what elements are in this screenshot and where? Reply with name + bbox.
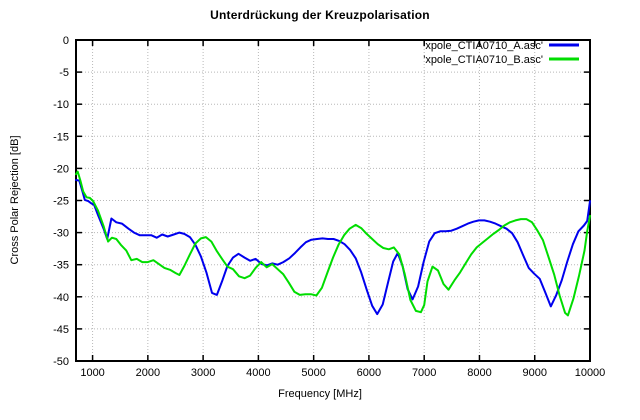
- x-tick-label: 5000: [301, 367, 325, 379]
- x-tick-label: 9000: [522, 367, 546, 379]
- chart-title: Unterdrückung der Kreuzpolarisation: [210, 8, 430, 22]
- y-tick-label: 0: [63, 35, 69, 47]
- y-tick-label: -40: [53, 292, 69, 304]
- y-tick-label: -20: [53, 163, 69, 175]
- series-line-b: [75, 170, 591, 317]
- x-tick-label: 7000: [412, 367, 436, 379]
- legend-label: 'xpole_CTIA0710_B.asc': [423, 54, 543, 66]
- x-axis-label: Frequency [MHz]: [278, 388, 362, 400]
- y-tick-label: -15: [53, 131, 69, 143]
- x-tick-label: 8000: [467, 367, 491, 379]
- y-tick-label: -50: [53, 356, 69, 368]
- y-axis-label: Cross Polar Rejection [dB]: [9, 135, 21, 265]
- plot-border: [75, 39, 591, 362]
- y-tick-label: -25: [53, 196, 69, 208]
- x-tick-label: 6000: [357, 367, 381, 379]
- x-tick-label: 1000: [80, 367, 104, 379]
- y-tick-label: -45: [53, 324, 69, 336]
- x-tick-label: 4000: [246, 367, 270, 379]
- y-tick-label: -5: [59, 67, 69, 79]
- y-tick-label: -10: [53, 99, 69, 111]
- legend-label: 'xpole_CTIA0710_A.asc': [423, 40, 543, 52]
- y-tick-label: -35: [53, 260, 69, 272]
- series-line-a: [75, 179, 591, 316]
- x-tick-label: 3000: [191, 367, 215, 379]
- x-tick-label: 2000: [136, 367, 160, 379]
- x-tick-label: 10000: [575, 367, 606, 379]
- y-tick-label: -30: [53, 228, 69, 240]
